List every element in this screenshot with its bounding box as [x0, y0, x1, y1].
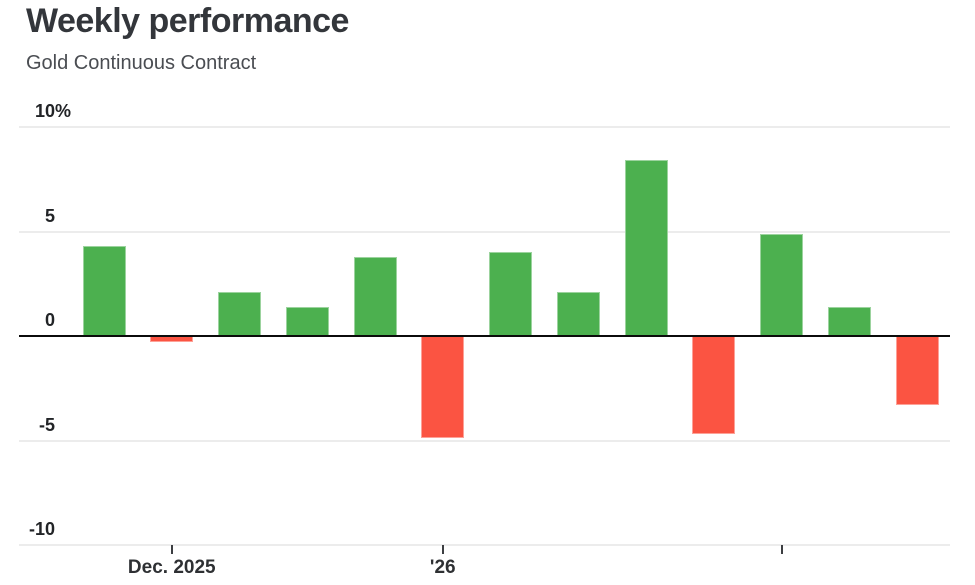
x-axis-tick [441, 545, 444, 554]
bar-week-9-gain[interactable] [624, 160, 668, 336]
bar-week-7-gain[interactable] [489, 252, 532, 336]
x-axis-tick [780, 545, 783, 554]
bar-week-3-gain[interactable] [218, 292, 261, 336]
bar-week-4-gain[interactable] [285, 306, 329, 336]
bar-week-1-gain[interactable] [82, 246, 126, 336]
y-axis-label-text: -5 [38, 414, 55, 435]
x-axis-tick [170, 545, 173, 554]
x-axis-label: '26 [429, 557, 456, 578]
y-axis-unit-suffix: % [55, 101, 72, 121]
gridline-10 [19, 126, 950, 128]
bar-week-12-gain[interactable] [827, 306, 871, 336]
y-axis-label-10: 10% [0, 101, 71, 121]
y-axis-label-text: -10 [28, 519, 55, 539]
y-axis-label-text: 0 [44, 310, 55, 330]
bar-week-11-gain[interactable] [760, 233, 803, 336]
zero-line [19, 335, 950, 337]
gridline-5 [19, 230, 950, 233]
bar-week-13-loss[interactable] [895, 336, 939, 405]
bar-week-10-loss[interactable] [692, 336, 736, 435]
x-axis-label: Dec. 2025 [127, 557, 216, 578]
y-axis-label--5: -5 [0, 415, 55, 435]
bar-week-8-gain[interactable] [556, 292, 600, 336]
gridline--5 [19, 439, 950, 442]
y-axis-label-5: 5 [0, 206, 55, 226]
chart-title: Weekly performance [26, 2, 349, 40]
bar-week-5-gain[interactable] [353, 256, 397, 336]
y-axis-label-text: 10 [34, 101, 55, 121]
y-axis-label--10: -10 [0, 519, 55, 539]
y-axis-label-0: 0 [0, 310, 55, 330]
bar-week-2-loss[interactable] [150, 336, 194, 343]
bar-week-6-loss[interactable] [421, 336, 465, 439]
chart-subtitle: Gold Continuous Contract [26, 52, 257, 74]
y-axis-label-text: 5 [44, 205, 55, 226]
gridline--10 [19, 544, 950, 546]
